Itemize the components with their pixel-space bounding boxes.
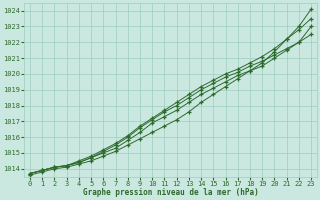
X-axis label: Graphe pression niveau de la mer (hPa): Graphe pression niveau de la mer (hPa) bbox=[83, 188, 259, 197]
